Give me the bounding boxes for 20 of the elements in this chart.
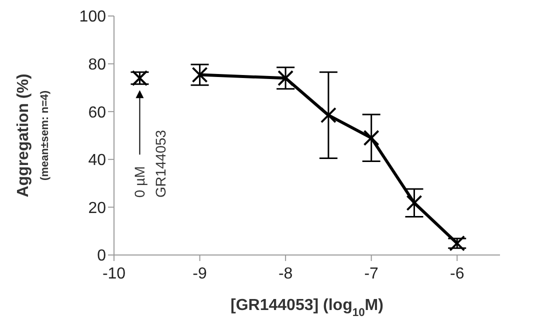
- point: [406, 194, 422, 211]
- y-tick-label: 100: [79, 8, 106, 26]
- y-tick-label: 60: [88, 104, 106, 122]
- point: [320, 107, 336, 124]
- y-axis-title: Aggregation (%): [15, 74, 32, 198]
- y-tick-label: 0: [97, 248, 106, 265]
- x-tick-label: -8: [278, 265, 293, 282]
- x-tick-label: -7: [364, 265, 379, 282]
- y-tick-label: 20: [88, 200, 106, 217]
- point: [278, 70, 294, 86]
- x-tick-label: -10: [102, 265, 126, 282]
- x-tick-label: -6: [450, 265, 464, 282]
- point: [363, 130, 380, 146]
- x-tick-label: -9: [192, 265, 207, 282]
- annotation: 0 µM GR144053: [132, 130, 169, 198]
- point: [449, 235, 466, 252]
- text: (mean±sem: n=4): [39, 90, 51, 181]
- y-tick-label: 40: [88, 152, 106, 170]
- y-tick-label: 80: [88, 56, 106, 74]
- x-axis-title: [GR144053] (log$_{10}$M): [230, 297, 384, 319]
